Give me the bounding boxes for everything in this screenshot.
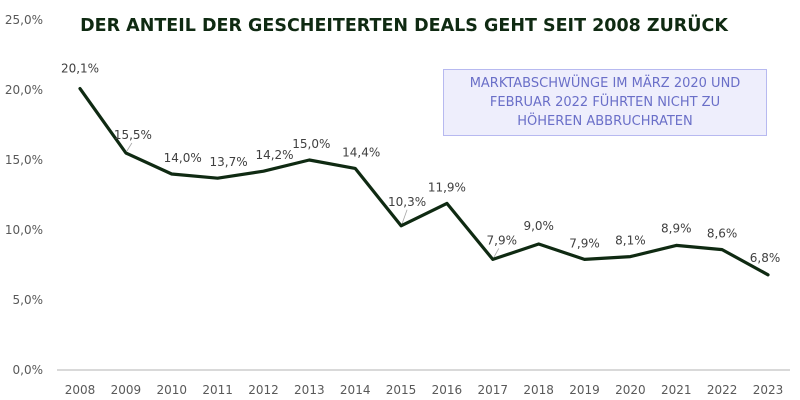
y-tick-label: 10,0%: [5, 223, 43, 237]
x-tick-label: 2013: [294, 383, 325, 397]
y-tick-label: 15,0%: [5, 153, 43, 167]
data-label: 14,4%: [342, 145, 380, 159]
y-tick-label: 0,0%: [13, 363, 44, 377]
annotation-line: FEBRUAR 2022 FÜHRTEN NICHT ZU: [489, 95, 721, 110]
x-tick-label: 2011: [202, 383, 233, 397]
leader-line: [126, 142, 133, 152]
x-tick-label: 2009: [111, 383, 142, 397]
x-tick-label: 2016: [432, 383, 463, 397]
y-tick-label: 25,0%: [5, 13, 43, 27]
x-tick-label: 2014: [340, 383, 371, 397]
data-label: 7,9%: [487, 233, 518, 247]
x-tick-label: 2010: [156, 383, 187, 397]
x-tick-label: 2023: [753, 383, 784, 397]
x-axis: 2008 2009 2010 2011 2012 2013 2014 2015 2016 2017…: [65, 383, 784, 397]
leader-line: [493, 248, 500, 258]
annotation-line: MARKTABSCHWÜNGE IM MÄRZ 2020 UND: [469, 76, 741, 91]
data-label: 15,0%: [292, 137, 330, 151]
series-line: [78, 87, 770, 277]
y-tick-label: 5,0%: [13, 293, 44, 307]
x-tick-label: 2008: [65, 383, 96, 397]
x-tick-label: 2012: [248, 383, 279, 397]
annotation-box: MARKTABSCHWÜNGE IM MÄRZ 2020 UND FEBRUAR…: [443, 69, 767, 136]
x-tick-label: 2018: [523, 383, 554, 397]
data-label: 13,7%: [210, 155, 248, 169]
data-label: 20,1%: [61, 62, 99, 76]
data-label: 9,0%: [523, 219, 554, 233]
x-tick-label: 2020: [615, 383, 646, 397]
data-label: 7,9%: [569, 236, 600, 250]
x-tick-label: 2017: [478, 383, 509, 397]
chart-title: DER ANTEIL DER GESCHEITERTEN DEALS GEHT …: [80, 14, 729, 36]
data-label: 8,9%: [661, 221, 692, 235]
x-tick-label: 2022: [707, 383, 738, 397]
data-label: 10,3%: [388, 195, 426, 209]
data-label: 14,0%: [164, 151, 202, 165]
data-labels: 20,1% 15,5% 14,0% 13,7% 14,2%15,0% 14,4% 10,3%…: [61, 62, 780, 275]
data-label: 11,9%: [428, 180, 466, 194]
data-label: 8,6%: [707, 227, 738, 241]
x-tick-label: 2019: [569, 383, 600, 397]
data-label: 15,5%: [114, 128, 152, 142]
annotation-line: HÖHEREN ABBRUCHRATEN: [517, 114, 693, 129]
leader-lines: [126, 142, 500, 258]
y-axis: 0,0% 5,0% 10,0% 15,0% 20,0% 25,0%: [5, 13, 43, 377]
data-label: 8,1%: [615, 234, 646, 248]
data-label: 14,2%: [255, 148, 293, 162]
x-tick-label: 2021: [661, 383, 692, 397]
annotation-text: MARKTABSCHWÜNGE IM MÄRZ 2020 UND FEBRUAR…: [470, 74, 741, 131]
y-tick-label: 20,0%: [5, 83, 43, 97]
x-tick-label: 2015: [386, 383, 417, 397]
data-label: 6,8%: [750, 251, 781, 265]
leader-line: [401, 209, 408, 224]
